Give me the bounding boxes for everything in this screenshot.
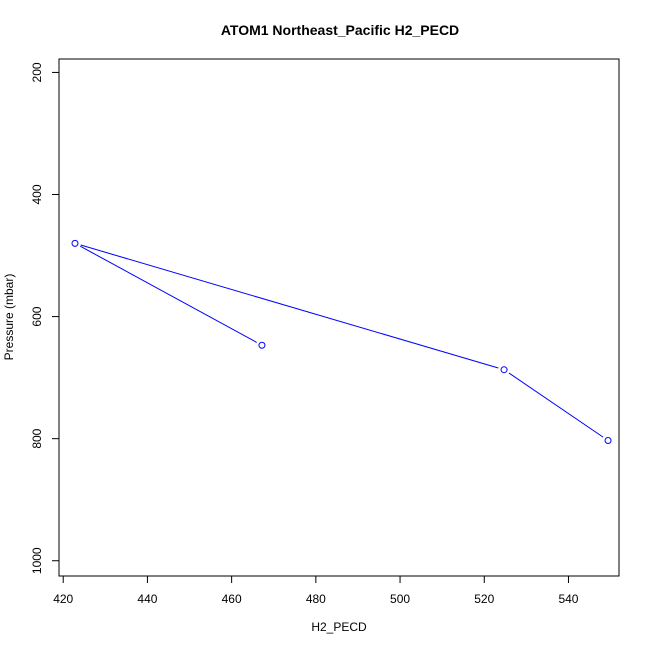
x-axis-label: H2_PECD [311, 620, 367, 634]
y-axis: 200 400 600 800 1000 [30, 62, 60, 574]
x-tick-label: 480 [306, 592, 326, 606]
x-axis: 420 440 460 480 500 520 540 [53, 575, 579, 606]
chart-title: ATOM1 Northeast_Pacific H2_PECD [221, 22, 459, 38]
x-tick-label: 440 [137, 592, 157, 606]
x-tick-label: 420 [53, 592, 73, 606]
x-tick-label: 520 [474, 592, 494, 606]
x-tick-label: 540 [558, 592, 578, 606]
y-tick-label: 400 [30, 184, 44, 204]
x-tick-label: 500 [390, 592, 410, 606]
data-point [258, 341, 266, 349]
y-axis-label: Pressure (mbar) [2, 274, 16, 361]
plot-frame [58, 58, 620, 577]
y-tick-label: 200 [30, 62, 44, 82]
data-point [604, 436, 612, 444]
y-tick-label: 800 [30, 428, 44, 448]
series-segment [80, 245, 257, 343]
series-segment [80, 244, 499, 369]
y-tick-label: 1000 [30, 547, 44, 574]
series-segment [508, 372, 604, 438]
data-point [500, 366, 508, 374]
series-layer [71, 239, 612, 444]
data-point [71, 239, 79, 247]
y-tick-label: 600 [30, 306, 44, 326]
x-tick-label: 460 [222, 592, 242, 606]
